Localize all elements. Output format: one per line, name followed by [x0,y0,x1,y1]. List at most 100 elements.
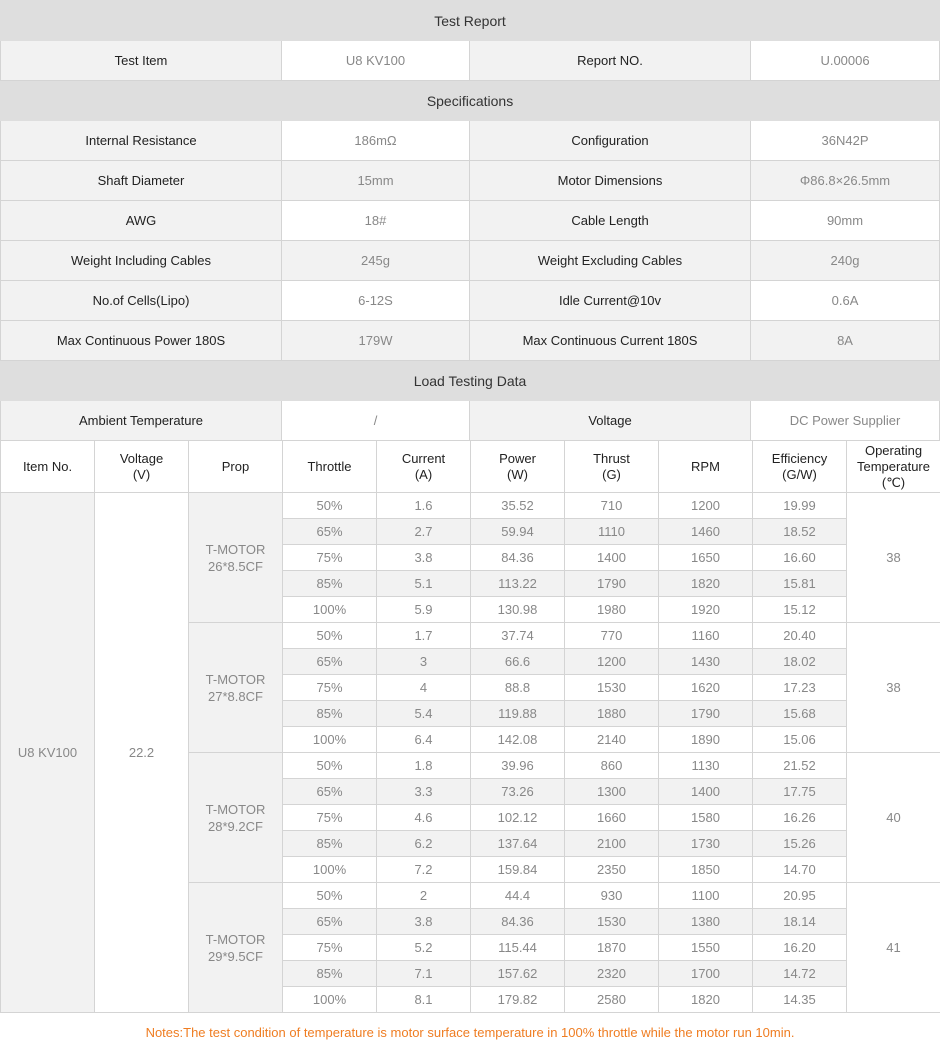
data-cell: 1550 [658,934,753,961]
prop-cell: T-MOTOR 26*8.5CF [188,492,283,623]
data-cell: 1160 [658,622,753,649]
voltage-label: Voltage [469,400,751,441]
data-cell: 100% [282,986,377,1013]
table-row: U8 KV100 22.2 T-MOTOR 26*8.5CF 50% 1.6 35.52 7… [0,492,940,1013]
data-cell: 2350 [564,856,659,883]
spec-row: Max Continuous Power 180S 179W Max Continu… [0,320,940,361]
prop-cell: T-MOTOR 29*9.5CF [188,882,283,1013]
data-cell: 142.08 [470,726,565,753]
data-cell: 3.3 [376,778,471,805]
voltage-value: DC Power Supplier [749,400,940,441]
data-cell: 59.94 [470,518,565,545]
data-cell: 1200 [564,648,659,675]
temperature-cell: 40 [846,752,940,883]
data-cell: 66.6 [470,648,565,675]
data-cell: 710 [564,492,659,519]
spec-value: 15mm [281,160,470,201]
data-cell: 1700 [658,960,753,987]
data-cell: 1850 [658,856,753,883]
prop-cell: T-MOTOR 27*8.8CF [188,622,283,753]
data-cell: 157.62 [470,960,565,987]
data-cell: 75% [282,674,377,701]
data-cell: 1400 [564,544,659,571]
data-cell: 35.52 [470,492,565,519]
data-cell: 5.2 [376,934,471,961]
data-cell: 39.96 [470,752,565,779]
data-cell: 100% [282,726,377,753]
prop-cell: T-MOTOR 28*9.2CF [188,752,283,883]
data-cell: 18.14 [752,908,847,935]
data-cell: 1880 [564,700,659,727]
data-cell: 1200 [658,492,753,519]
data-cell: 16.60 [752,544,847,571]
spec-label: No.of Cells(Lipo) [0,280,282,321]
column-header: Item No. [0,440,95,493]
ambient-temperature-label: Ambient Temperature [0,400,282,441]
ambient-temperature-value: / [281,400,470,441]
table-row: 65% 3 66.6 1200 1430 18.02 [1,648,940,675]
table-row: 85% 5.4 119.88 1880 1790 15.68 [1,700,940,727]
table-row: 65% 3.3 73.26 1300 1400 17.75 [1,778,940,805]
data-cell: 3 [376,648,471,675]
spec-label: Idle Current@10v [469,280,751,321]
data-cell: 16.20 [752,934,847,961]
data-cell: 1620 [658,674,753,701]
data-cell: 21.52 [752,752,847,779]
data-cell: 85% [282,830,377,857]
table-row: 75% 4 88.8 1530 1620 17.23 [1,674,940,701]
data-cell: 5.4 [376,700,471,727]
data-cell: 1400 [658,778,753,805]
data-cell: 1580 [658,804,753,831]
data-cell: 100% [282,856,377,883]
spec-value: 6-12S [281,280,470,321]
data-cell: 85% [282,960,377,987]
data-cell: 1650 [658,544,753,571]
data-cell: 65% [282,648,377,675]
data-cell: 37.74 [470,622,565,649]
table-row: 100% 5.9 130.98 1980 1920 15.12 [1,596,940,623]
spec-value: 186mΩ [281,120,470,161]
data-cell: 2.7 [376,518,471,545]
data-cell: 15.12 [752,596,847,623]
data-cell: 84.36 [470,544,565,571]
data-cell: 1430 [658,648,753,675]
data-cell: 1920 [658,596,753,623]
data-cell: 102.12 [470,804,565,831]
data-cell: 137.64 [470,830,565,857]
data-cell: 3.8 [376,544,471,571]
voltage-cell: 22.2 [94,492,189,1013]
spec-row: Internal Resistance 186mΩ Configuration 36N… [0,120,940,161]
data-cell: 2 [376,882,471,909]
column-header: Throttle [282,440,377,493]
data-cell: 20.40 [752,622,847,649]
specifications-title: Specifications [0,80,940,121]
data-cell: 7.1 [376,960,471,987]
load-testing-title: Load Testing Data [0,360,940,401]
data-cell: 119.88 [470,700,565,727]
data-cell: 85% [282,570,377,597]
spec-label: Cable Length [469,200,751,241]
report-title: Test Report [0,0,940,41]
data-cell: 1.7 [376,622,471,649]
data-cell: 18.02 [752,648,847,675]
data-cell: 44.4 [470,882,565,909]
spec-label: Shaft Diameter [0,160,282,201]
data-cell: 20.95 [752,882,847,909]
data-cell: 50% [282,622,377,649]
data-cell: 14.35 [752,986,847,1013]
data-cell: 19.99 [752,492,847,519]
column-header: Thrust (G) [564,440,659,493]
spec-value: 240g [749,240,940,281]
spec-value: 90mm [749,200,940,241]
column-header: Current (A) [376,440,471,493]
data-cell: 75% [282,934,377,961]
data-cell: 1820 [658,570,753,597]
data-cell: 5.1 [376,570,471,597]
data-cell: 113.22 [470,570,565,597]
report-no-value: U.00006 [749,40,940,81]
spec-value: 245g [281,240,470,281]
spec-row: AWG 18# Cable Length 90mm [0,200,940,241]
data-cell: 73.26 [470,778,565,805]
data-cell: 6.2 [376,830,471,857]
data-cell: 15.26 [752,830,847,857]
